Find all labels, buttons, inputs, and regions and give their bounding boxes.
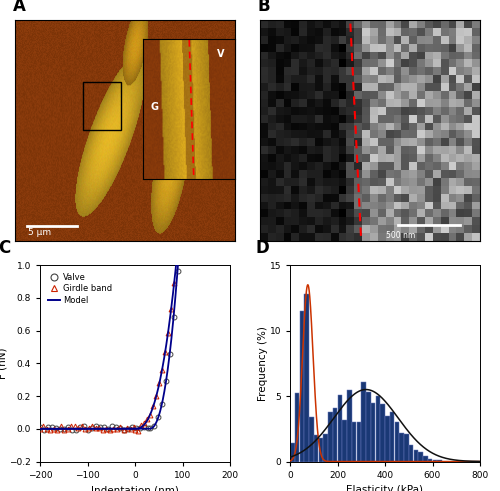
Bar xyxy=(371,403,376,462)
Bar xyxy=(404,434,408,462)
Bar xyxy=(304,294,309,462)
Text: B: B xyxy=(258,0,270,15)
Bar xyxy=(385,416,390,462)
X-axis label: Elasticity (kPa): Elasticity (kPa) xyxy=(346,485,424,491)
Bar xyxy=(414,450,418,462)
Bar xyxy=(390,412,394,462)
Bar xyxy=(338,395,342,462)
Y-axis label: Frequency (%): Frequency (%) xyxy=(258,326,268,401)
Text: 500 nm: 500 nm xyxy=(386,231,415,240)
Bar xyxy=(318,438,323,462)
Bar xyxy=(314,436,318,462)
Text: A: A xyxy=(13,0,26,15)
Text: C: C xyxy=(0,239,10,257)
Bar xyxy=(309,417,314,462)
Bar xyxy=(376,396,380,462)
Bar xyxy=(356,422,361,462)
Bar xyxy=(428,459,432,462)
Bar xyxy=(295,393,300,462)
Bar xyxy=(432,460,437,462)
Bar xyxy=(333,408,338,462)
Text: 5 μm: 5 μm xyxy=(28,227,51,237)
Bar xyxy=(290,443,294,462)
Text: V: V xyxy=(217,49,224,59)
Bar xyxy=(300,311,304,462)
Bar xyxy=(423,456,428,462)
X-axis label: Indentation (nm): Indentation (nm) xyxy=(91,485,179,491)
Bar xyxy=(83,82,121,130)
Bar xyxy=(324,434,328,462)
Bar xyxy=(352,422,356,462)
Bar xyxy=(366,392,370,462)
Bar xyxy=(400,433,404,462)
Bar xyxy=(328,412,332,462)
Bar xyxy=(342,420,347,462)
Bar xyxy=(438,460,442,462)
Legend: Valve, Girdle band, Model: Valve, Girdle band, Model xyxy=(44,269,116,308)
Y-axis label: F (nN): F (nN) xyxy=(0,348,8,379)
Bar xyxy=(409,444,414,462)
Text: G: G xyxy=(150,102,158,112)
Text: D: D xyxy=(256,239,270,257)
Bar xyxy=(380,404,385,462)
Bar xyxy=(394,422,399,462)
Bar xyxy=(418,452,423,462)
Bar xyxy=(362,382,366,462)
Bar xyxy=(347,389,352,462)
